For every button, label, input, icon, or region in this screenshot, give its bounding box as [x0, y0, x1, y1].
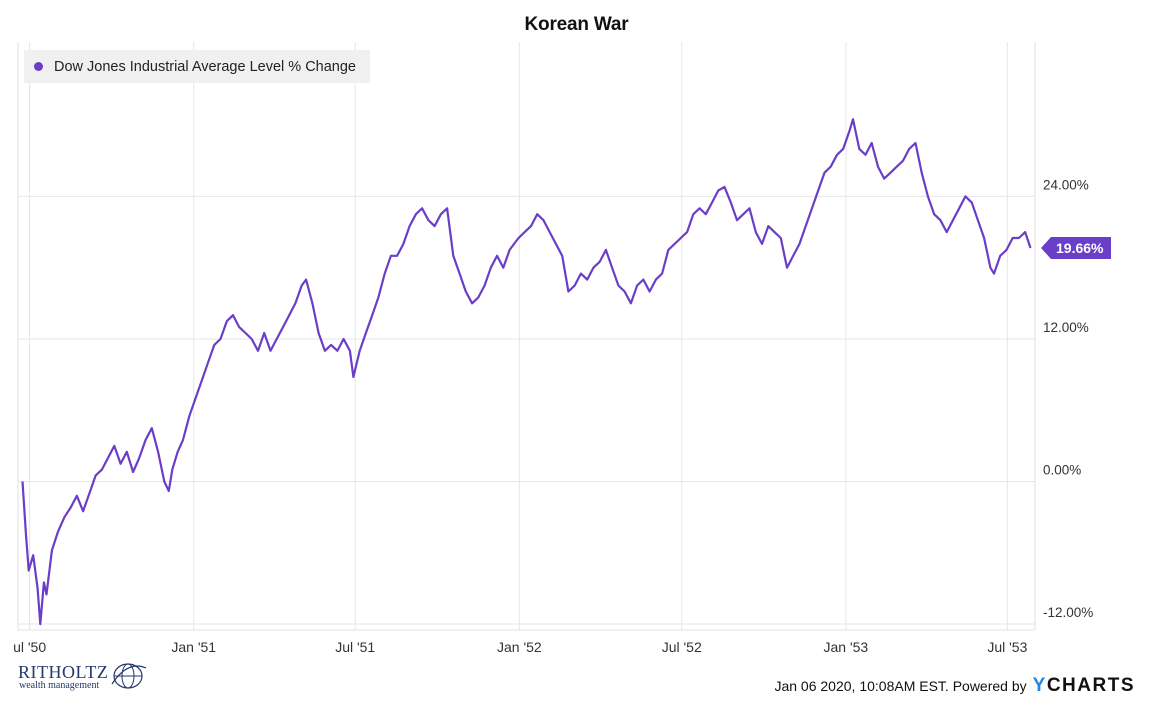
x-tick-label: Jul '51 [335, 639, 375, 655]
chart-legend[interactable]: Dow Jones Industrial Average Level % Cha… [24, 50, 371, 83]
x-tick-label: ul '50 [13, 639, 46, 655]
series-line [21, 118, 1032, 626]
y-tick-label: 12.00% [1043, 320, 1089, 335]
x-tick-label: Jan '52 [497, 639, 542, 655]
footer-timestamp: Jan 06 2020, 10:08AM EST. Powered by [774, 678, 1027, 694]
chart-title: Korean War [524, 14, 629, 35]
y-tick-label: 24.00% [1043, 177, 1089, 192]
axis-layer: -12.00% 0.00% 12.00% 24.00% ul '50 Jan '51 Jul… [13, 177, 1093, 655]
chart-footer: Jan 06 2020, 10:08AM EST. Powered by YCH… [774, 675, 1135, 697]
ritholtz-logo: RITHOLTZ wealth management [18, 658, 148, 694]
y-tick-label: 0.00% [1043, 463, 1081, 478]
grid-lines [17, 42, 1036, 631]
legend-marker [34, 62, 43, 71]
label-layer: 19.66% [1041, 236, 1111, 259]
last-value-flag [1041, 236, 1111, 259]
x-tick-label: Jan '51 [171, 639, 216, 655]
x-tick-label: Jul '53 [987, 639, 1027, 655]
legend-label: Dow Jones Industrial Average Level % Cha… [54, 58, 357, 75]
last-value-label: 19.66% [1056, 240, 1104, 256]
y-tick-label: -12.00% [1043, 605, 1093, 620]
ycharts-logo[interactable]: YCHARTS [1032, 675, 1135, 696]
series-layer [21, 118, 1032, 626]
x-tick-label: Jul '52 [662, 639, 702, 655]
logo-name: RITHOLTZ [18, 662, 109, 682]
logo-subtitle: wealth management [19, 680, 100, 691]
x-tick-label: Jan '53 [824, 639, 869, 655]
globe-icon [111, 663, 147, 689]
